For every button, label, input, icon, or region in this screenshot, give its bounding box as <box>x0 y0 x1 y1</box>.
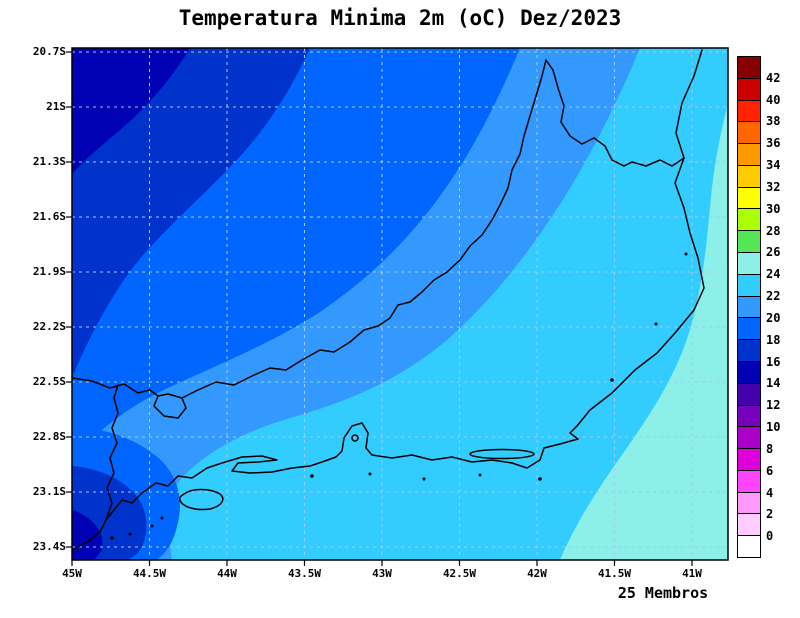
y-axis-label: 22.5S <box>32 375 66 388</box>
y-axis-label: 20.7S <box>32 45 66 58</box>
bay-island-outline <box>351 434 359 442</box>
colorbar-segment <box>737 535 761 558</box>
colorbar-segment <box>737 491 761 515</box>
colorbar-label: 12 <box>766 398 781 413</box>
colorbar-label: 30 <box>766 201 781 216</box>
colorbar-labels: 42 40 38 36 34 32 30 28 26 24 22 20 18 16 14 12 10 8 6 4 2 0 <box>766 56 800 558</box>
plot-border <box>71 47 729 561</box>
colorbar-label: 20 <box>766 310 781 325</box>
contour-band-14-16 <box>72 48 190 174</box>
colorbar-label: 10 <box>766 420 781 435</box>
x-axis-label: 43W <box>372 567 392 580</box>
colorbar-segment <box>737 186 761 210</box>
state-border-west-path <box>105 384 119 521</box>
x-axis-label: 44W <box>217 567 237 580</box>
colorbar-segment <box>737 339 761 362</box>
y-axis-label: 22.2S <box>32 320 66 333</box>
colorbar-label: 40 <box>766 92 781 107</box>
y-axis-label: 23.1S <box>32 485 66 498</box>
axis-tick-marks <box>66 51 693 566</box>
y-axis-label: 23.4S <box>32 540 66 553</box>
x-axis-label: 42.5W <box>442 567 477 580</box>
y-axis-label: 21.9S <box>32 265 66 278</box>
colorbar-segment <box>737 56 761 79</box>
y-axis-label: 21S <box>46 100 66 113</box>
colorbar-label: 42 <box>766 70 781 85</box>
gridlines <box>72 48 728 560</box>
colorbar-segment <box>737 252 761 275</box>
colorbar-segment <box>737 99 761 123</box>
colorbar-label: 24 <box>766 267 781 282</box>
colorbar-segment <box>737 382 761 406</box>
ensemble-members-note: 25 Membros <box>617 584 709 602</box>
y-axis-label: 21.3S <box>32 155 66 168</box>
colorbar-label: 4 <box>766 485 774 500</box>
colorbar-segment <box>737 317 761 341</box>
colorbar-segment <box>737 513 761 537</box>
colorbar-label: 6 <box>766 463 774 478</box>
x-axis-label: 45W <box>62 567 82 580</box>
colorbar <box>737 56 761 558</box>
colorbar-label: 34 <box>766 158 781 173</box>
colorbar-segment <box>737 273 761 297</box>
colorbar-label: 26 <box>766 245 781 260</box>
colorbar-label: 28 <box>766 223 781 238</box>
y-axis-label: 21.6S <box>32 210 66 223</box>
colorbar-label: 0 <box>766 529 774 544</box>
chart-title: Temperatura Minima 2m (oC) Dez/2023 <box>178 6 622 30</box>
colorbar-label: 32 <box>766 179 781 194</box>
y-axis-label: 22.8S <box>32 430 66 443</box>
x-axis-label: 42W <box>527 567 547 580</box>
colorbar-label: 38 <box>766 114 781 129</box>
colorbar-segment <box>737 426 761 450</box>
colorbar-label: 36 <box>766 136 781 151</box>
x-axis-label: 41.5W <box>597 567 632 580</box>
x-axis-label: 43.5W <box>287 567 322 580</box>
colorbar-label: 22 <box>766 289 781 304</box>
colorbar-segment <box>737 164 761 188</box>
coastal-lagoon-outline <box>469 448 535 460</box>
colorbar-segment <box>737 121 761 145</box>
colorbar-segment <box>737 143 761 166</box>
colorbar-segment <box>737 230 761 254</box>
colorbar-label: 2 <box>766 507 774 522</box>
coastline-path <box>72 49 705 551</box>
contour-band-24-26 <box>560 104 728 560</box>
contour-band-16-18 <box>72 48 310 378</box>
ilha-grande-outline <box>179 488 224 511</box>
colorbar-label: 18 <box>766 332 781 347</box>
colorbar-label: 8 <box>766 441 774 456</box>
coastline-layer <box>72 49 705 551</box>
colorbar-segment <box>737 448 761 471</box>
colorbar-segment <box>737 360 761 384</box>
x-axis-label: 44.5W <box>132 567 167 580</box>
x-axis-label: 41W <box>682 567 702 580</box>
colorbar-segment <box>737 469 761 493</box>
colorbar-segment <box>737 295 761 319</box>
colorbar-segment <box>737 208 761 232</box>
colorbar-segment <box>737 404 761 428</box>
state-border-north-path <box>72 59 685 419</box>
colorbar-label: 14 <box>766 376 781 391</box>
coastal-islet-dots <box>110 252 688 540</box>
colorbar-label: 16 <box>766 354 781 369</box>
colorbar-segment <box>737 77 761 101</box>
